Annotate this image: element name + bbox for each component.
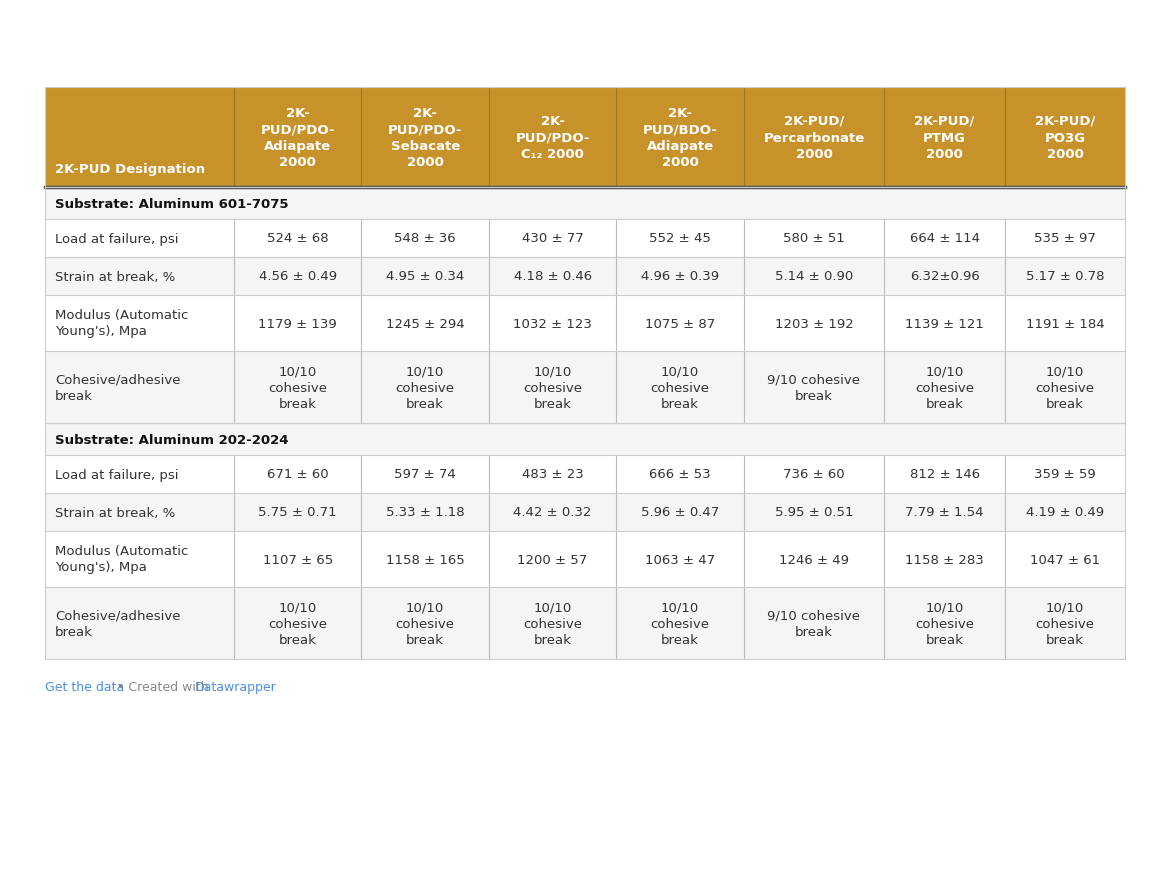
Text: Substrate: Aluminum 601-7075: Substrate: Aluminum 601-7075 [55, 197, 289, 210]
Text: 736 ± 60: 736 ± 60 [783, 468, 845, 481]
Text: 2K-
PUD/BDO-
Adiapate
2000: 2K- PUD/BDO- Adiapate 2000 [642, 107, 717, 169]
Text: 1139 ± 121: 1139 ± 121 [906, 317, 984, 330]
Bar [44, 258, 1126, 296]
Text: 671 ± 60: 671 ± 60 [267, 468, 329, 481]
Text: Datawrapper: Datawrapper [195, 681, 277, 694]
Text: 483 ± 23: 483 ± 23 [522, 468, 584, 481]
Text: 4.95 ± 0.34: 4.95 ± 0.34 [386, 270, 464, 283]
Text: Get the data: Get the data [44, 681, 124, 694]
Text: 4.18 ± 0.46: 4.18 ± 0.46 [514, 270, 592, 283]
Bar [362, 88, 489, 188]
Text: 548 ± 36: 548 ± 36 [394, 232, 456, 246]
Bar [44, 494, 1126, 531]
Text: 2K-
PUD/PDO-
Adiapate
2000: 2K- PUD/PDO- Adiapate 2000 [261, 107, 335, 169]
Text: 1032 ± 123: 1032 ± 123 [514, 317, 592, 330]
Text: 10/10
cohesive
break: 10/10 cohesive break [523, 365, 583, 410]
Text: 10/10
cohesive
break: 10/10 cohesive break [1035, 365, 1095, 410]
Bar [489, 88, 617, 188]
Text: 666 ± 53: 666 ± 53 [649, 468, 711, 481]
Text: 597 ± 74: 597 ± 74 [394, 468, 456, 481]
Text: 430 ± 77: 430 ± 77 [522, 232, 584, 246]
Text: 10/10
cohesive
break: 10/10 cohesive break [915, 365, 975, 410]
Bar [44, 188, 1126, 220]
Text: 5.95 ± 0.51: 5.95 ± 0.51 [775, 506, 853, 519]
Text: 5.17 ± 0.78: 5.17 ± 0.78 [1026, 270, 1104, 283]
Bar [744, 88, 885, 188]
Text: Cohesive/adhesive
break: Cohesive/adhesive break [55, 609, 180, 638]
Text: 10/10
cohesive
break: 10/10 cohesive break [395, 365, 455, 410]
Text: Load at failure, psi: Load at failure, psi [55, 468, 179, 481]
Text: 10/10
cohesive
break: 10/10 cohesive break [651, 601, 709, 645]
Text: Cohesive/adhesive
break: Cohesive/adhesive break [55, 373, 180, 402]
Text: 10/10
cohesive
break: 10/10 cohesive break [1035, 601, 1095, 645]
Text: Modulus (Automatic
Young's), Mpa: Modulus (Automatic Young's), Mpa [55, 545, 188, 574]
Bar [44, 352, 1126, 424]
Text: 1158 ± 283: 1158 ± 283 [906, 553, 984, 566]
Text: Strain at break, %: Strain at break, % [55, 270, 176, 283]
Text: 1245 ± 294: 1245 ± 294 [386, 317, 464, 330]
Bar [44, 531, 1126, 588]
Text: 535 ± 97: 535 ± 97 [1034, 232, 1096, 246]
Bar [44, 455, 1126, 494]
Bar [885, 88, 1005, 188]
Bar [234, 88, 362, 188]
Text: 2K-PUD/
PTMG
2000: 2K-PUD/ PTMG 2000 [915, 115, 975, 160]
Text: 1246 ± 49: 1246 ± 49 [779, 553, 849, 566]
Text: 2K-
PUD/PDO-
C₁₂ 2000: 2K- PUD/PDO- C₁₂ 2000 [515, 115, 590, 160]
Bar [617, 88, 744, 188]
Text: 1063 ± 47: 1063 ± 47 [645, 553, 715, 566]
Text: 1200 ± 57: 1200 ± 57 [517, 553, 587, 566]
Text: Strain at break, %: Strain at break, % [55, 506, 176, 519]
Text: 1203 ± 192: 1203 ± 192 [775, 317, 853, 330]
Bar [44, 296, 1126, 352]
Bar [1005, 88, 1126, 188]
Text: Modulus (Automatic
Young's), Mpa: Modulus (Automatic Young's), Mpa [55, 310, 188, 339]
Text: 10/10
cohesive
break: 10/10 cohesive break [395, 601, 455, 645]
Text: 1158 ± 165: 1158 ± 165 [386, 553, 464, 566]
Text: Substrate: Aluminum 202-2024: Substrate: Aluminum 202-2024 [55, 433, 289, 446]
Text: 1075 ± 87: 1075 ± 87 [645, 317, 715, 330]
Text: 10/10
cohesive
break: 10/10 cohesive break [651, 365, 709, 410]
Text: 9/10 cohesive
break: 9/10 cohesive break [768, 609, 860, 638]
Text: 6.32±0.96: 6.32±0.96 [910, 270, 979, 283]
Text: 664 ± 114: 664 ± 114 [909, 232, 979, 246]
Text: 2K-
PUD/PDO-
Sebacate
2000: 2K- PUD/PDO- Sebacate 2000 [388, 107, 462, 169]
Text: 1047 ± 61: 1047 ± 61 [1030, 553, 1100, 566]
Text: 5.33 ± 1.18: 5.33 ± 1.18 [386, 506, 464, 519]
Text: 10/10
cohesive
break: 10/10 cohesive break [915, 601, 975, 645]
Text: 4.96 ± 0.39: 4.96 ± 0.39 [641, 270, 720, 283]
Bar [44, 424, 1126, 455]
Text: 524 ± 68: 524 ± 68 [267, 232, 329, 246]
Text: 5.96 ± 0.47: 5.96 ± 0.47 [641, 506, 720, 519]
Text: 4.56 ± 0.49: 4.56 ± 0.49 [259, 270, 337, 283]
Text: 10/10
cohesive
break: 10/10 cohesive break [268, 601, 328, 645]
Text: 1107 ± 65: 1107 ± 65 [262, 553, 332, 566]
Text: 10/10
cohesive
break: 10/10 cohesive break [268, 365, 328, 410]
Text: 4.19 ± 0.49: 4.19 ± 0.49 [1026, 506, 1104, 519]
Text: 5.14 ± 0.90: 5.14 ± 0.90 [775, 270, 853, 283]
Text: 2K-PUD/
Percarbonate
2000: 2K-PUD/ Percarbonate 2000 [763, 115, 865, 160]
Text: 2K-PUD Designation: 2K-PUD Designation [55, 163, 205, 175]
Text: 359 ± 59: 359 ± 59 [1034, 468, 1096, 481]
Text: 2K-PUD/
PO3G
2000: 2K-PUD/ PO3G 2000 [1035, 115, 1095, 160]
Text: 812 ± 146: 812 ± 146 [909, 468, 979, 481]
Text: 4.42 ± 0.32: 4.42 ± 0.32 [514, 506, 592, 519]
Text: 5.75 ± 0.71: 5.75 ± 0.71 [259, 506, 337, 519]
Bar [44, 588, 1126, 660]
Text: 9/10 cohesive
break: 9/10 cohesive break [768, 373, 860, 402]
Text: 1191 ± 184: 1191 ± 184 [1026, 317, 1104, 330]
Bar [44, 220, 1126, 258]
Text: 580 ± 51: 580 ± 51 [783, 232, 845, 246]
Text: 1179 ± 139: 1179 ± 139 [259, 317, 337, 330]
Text: 552 ± 45: 552 ± 45 [649, 232, 711, 246]
Text: Load at failure, psi: Load at failure, psi [55, 232, 179, 246]
Text: 7.79 ± 1.54: 7.79 ± 1.54 [906, 506, 984, 519]
Bar [44, 88, 234, 188]
Text: 10/10
cohesive
break: 10/10 cohesive break [523, 601, 583, 645]
Text: • Created with: • Created with [113, 681, 213, 694]
